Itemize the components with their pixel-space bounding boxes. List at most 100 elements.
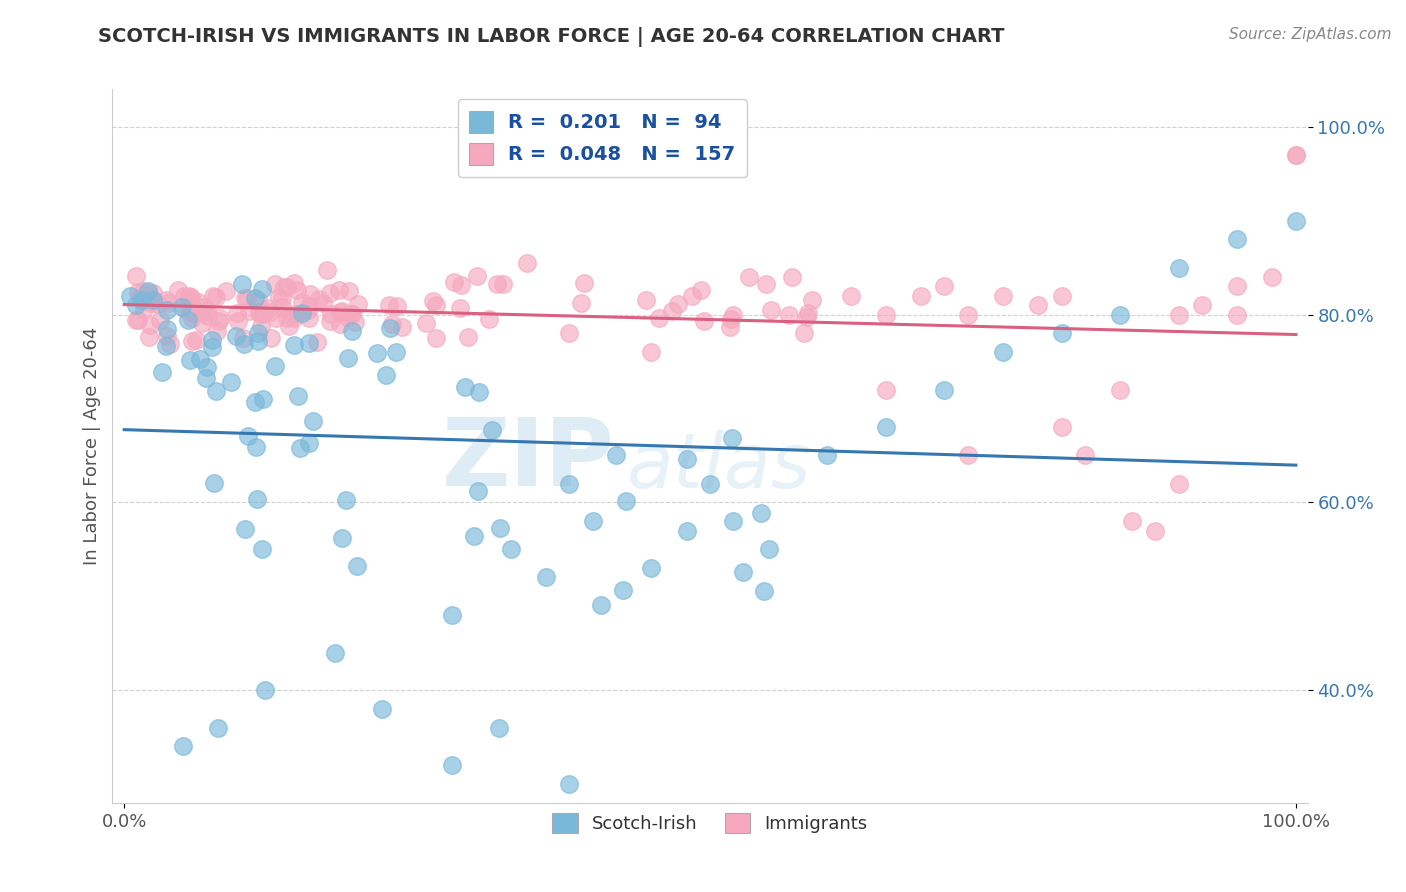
- Point: [245, 440, 267, 454]
- Point: [319, 285, 342, 300]
- Point: [1109, 308, 1132, 322]
- Point: [328, 283, 350, 297]
- Point: [422, 293, 444, 308]
- Point: [297, 310, 319, 325]
- Point: [177, 288, 200, 302]
- Point: [120, 289, 141, 303]
- Point: [425, 298, 447, 312]
- Point: [738, 270, 761, 285]
- Point: [1261, 270, 1284, 285]
- Point: [378, 320, 401, 334]
- Point: [179, 353, 201, 368]
- Point: [465, 268, 488, 283]
- Point: [454, 380, 477, 394]
- Legend: Scotch-Irish, Immigrants: Scotch-Irish, Immigrants: [546, 805, 875, 840]
- Point: [534, 570, 557, 584]
- Point: [207, 721, 229, 735]
- Point: [287, 389, 309, 403]
- Point: [187, 295, 209, 310]
- Point: [225, 306, 247, 320]
- Point: [323, 646, 346, 660]
- Point: [283, 311, 305, 326]
- Point: [666, 297, 689, 311]
- Point: [558, 476, 581, 491]
- Point: [233, 292, 256, 306]
- Point: [302, 414, 325, 428]
- Point: [195, 360, 218, 375]
- Point: [675, 452, 697, 467]
- Point: [782, 270, 804, 285]
- Point: [558, 777, 581, 791]
- Point: [249, 307, 271, 321]
- Point: [177, 296, 200, 310]
- Point: [179, 304, 201, 318]
- Point: [246, 491, 269, 506]
- Point: [252, 541, 274, 556]
- Point: [991, 289, 1014, 303]
- Point: [910, 289, 932, 303]
- Point: [1285, 213, 1308, 227]
- Point: [181, 310, 204, 325]
- Point: [591, 598, 613, 612]
- Point: [582, 514, 605, 528]
- Point: [132, 301, 155, 316]
- Point: [273, 280, 295, 294]
- Point: [449, 301, 471, 315]
- Point: [751, 506, 773, 520]
- Point: [793, 326, 815, 341]
- Point: [758, 542, 780, 557]
- Point: [167, 283, 190, 297]
- Point: [201, 340, 224, 354]
- Point: [136, 284, 159, 298]
- Point: [202, 289, 225, 303]
- Point: [1109, 383, 1132, 397]
- Point: [141, 293, 163, 308]
- Point: [238, 304, 260, 318]
- Point: [1074, 449, 1097, 463]
- Point: [280, 309, 302, 323]
- Point: [754, 583, 776, 598]
- Y-axis label: In Labor Force | Age 20-64: In Labor Force | Age 20-64: [83, 326, 101, 566]
- Point: [681, 289, 703, 303]
- Point: [149, 313, 172, 327]
- Point: [297, 303, 319, 318]
- Point: [139, 318, 162, 333]
- Point: [614, 494, 637, 508]
- Point: [801, 293, 824, 308]
- Point: [173, 288, 195, 302]
- Point: [640, 561, 662, 575]
- Point: [342, 307, 364, 321]
- Text: atlas: atlas: [627, 431, 811, 504]
- Point: [252, 392, 274, 406]
- Point: [236, 291, 259, 305]
- Point: [875, 308, 897, 322]
- Point: [232, 331, 254, 345]
- Point: [205, 324, 228, 338]
- Point: [285, 283, 308, 297]
- Point: [731, 565, 754, 579]
- Point: [180, 297, 202, 311]
- Point: [489, 521, 512, 535]
- Point: [450, 277, 472, 292]
- Point: [693, 314, 716, 328]
- Point: [260, 331, 283, 345]
- Point: [184, 333, 207, 347]
- Point: [176, 313, 198, 327]
- Point: [247, 305, 270, 319]
- Point: [146, 297, 169, 311]
- Point: [132, 285, 155, 299]
- Point: [250, 319, 273, 334]
- Point: [330, 531, 353, 545]
- Point: [346, 559, 368, 574]
- Point: [1167, 476, 1189, 491]
- Point: [245, 291, 267, 305]
- Point: [193, 300, 215, 314]
- Point: [319, 307, 342, 321]
- Point: [125, 298, 148, 312]
- Point: [190, 316, 212, 330]
- Point: [252, 282, 274, 296]
- Point: [347, 297, 370, 311]
- Point: [486, 277, 509, 292]
- Point: [340, 307, 363, 321]
- Point: [225, 329, 247, 343]
